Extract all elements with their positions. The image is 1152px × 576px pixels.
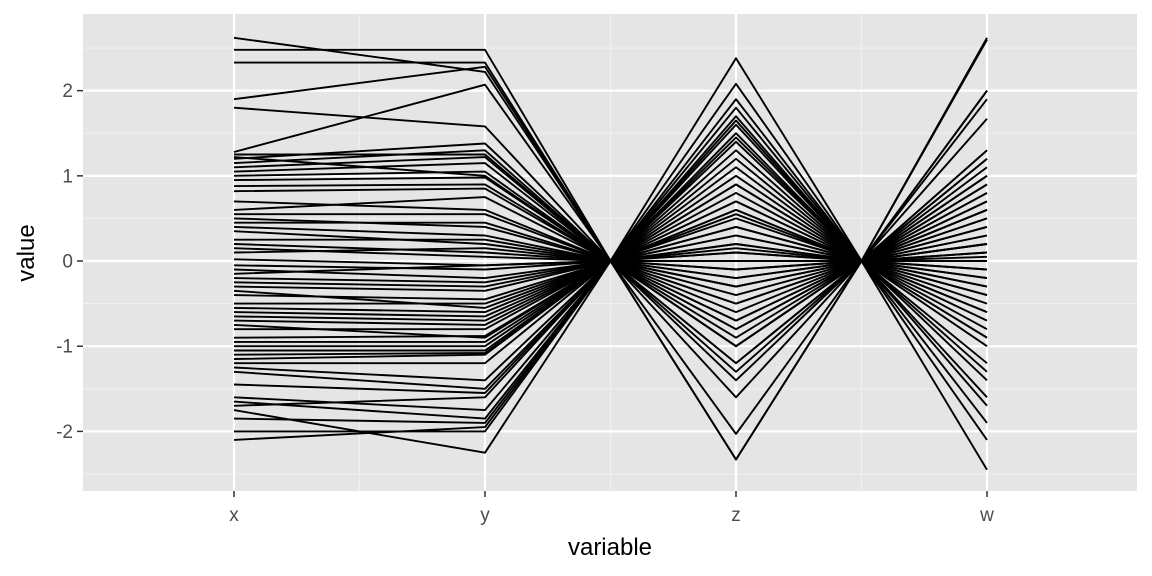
series-line xyxy=(234,115,988,365)
series-line xyxy=(233,260,988,441)
y-tick-label: 2 xyxy=(62,81,73,102)
series-line xyxy=(233,200,988,424)
series-line xyxy=(234,208,988,471)
series-line xyxy=(233,90,988,348)
series-lines xyxy=(233,36,988,471)
series-line xyxy=(233,260,988,399)
series-line xyxy=(233,183,988,390)
series-line xyxy=(233,136,988,313)
x-axis-title: variable xyxy=(568,534,652,561)
series-line xyxy=(233,247,988,373)
series-line xyxy=(233,98,988,407)
series-line xyxy=(233,260,988,360)
series-line xyxy=(233,234,988,301)
y-tick-label: 1 xyxy=(62,166,73,187)
series-line xyxy=(234,192,988,433)
y-tick-label: 0 xyxy=(62,252,73,273)
y-tick-label: -1 xyxy=(56,337,73,358)
x-tick-label: y xyxy=(480,505,490,526)
series-line xyxy=(233,119,988,339)
series-line xyxy=(233,243,988,314)
series-line xyxy=(233,132,988,322)
x-tick-label: z xyxy=(731,505,741,526)
y-axis-ticks: -2 -1 0 1 2 xyxy=(56,81,83,443)
series-line xyxy=(233,243,988,454)
series-line xyxy=(233,57,987,271)
series-line xyxy=(233,225,988,412)
y-axis-title: value xyxy=(13,224,40,281)
series-line xyxy=(234,37,988,435)
x-tick-label: w xyxy=(979,505,994,526)
y-tick-label: -2 xyxy=(56,422,73,443)
series-line xyxy=(233,191,988,305)
series-line xyxy=(234,183,988,331)
series-line xyxy=(233,118,988,314)
series-line xyxy=(234,174,988,364)
x-tick-label: x xyxy=(229,505,239,526)
series-line xyxy=(233,175,988,420)
series-line xyxy=(234,260,988,382)
series-line xyxy=(233,149,988,407)
series-line xyxy=(233,243,988,441)
series-line xyxy=(233,166,988,339)
series-line xyxy=(233,149,988,322)
series-line xyxy=(233,260,988,424)
